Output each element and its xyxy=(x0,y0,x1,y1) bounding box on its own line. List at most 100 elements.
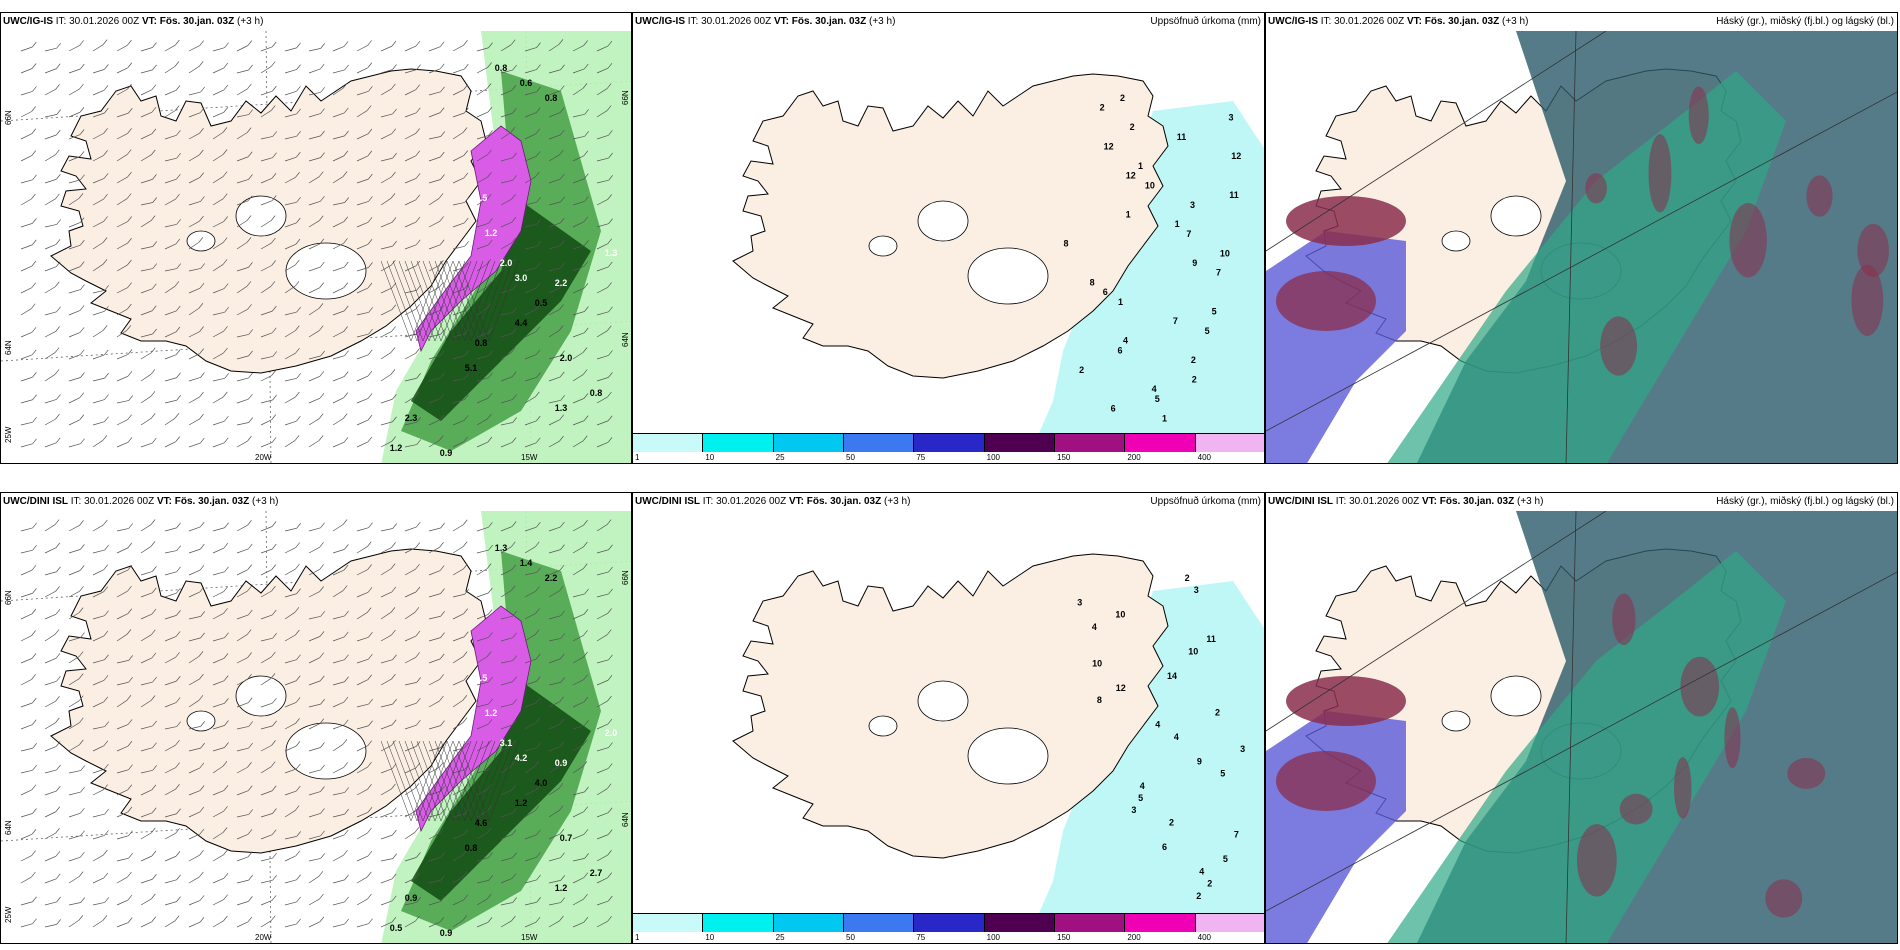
wind-barb xyxy=(344,610,349,617)
wind-barb xyxy=(104,808,109,815)
wind-barb xyxy=(44,746,57,752)
wind-barb xyxy=(404,611,416,620)
colorbar-cell xyxy=(773,914,844,932)
wind-barb xyxy=(92,701,104,708)
wind-barb xyxy=(188,637,201,642)
wind-barb xyxy=(572,440,584,448)
wind-barb xyxy=(356,441,369,448)
wind-barb xyxy=(284,222,297,228)
wind-barb xyxy=(391,673,396,680)
hatch-line xyxy=(398,260,430,342)
wind-barb xyxy=(92,289,105,294)
wind-barb xyxy=(140,878,153,884)
wind-barb xyxy=(439,216,444,222)
wind-barb xyxy=(548,569,561,576)
wind-barb xyxy=(572,898,584,906)
cloud-overlap-area xyxy=(1729,202,1767,278)
wind-barb xyxy=(284,855,296,862)
wind-barb xyxy=(176,874,181,881)
wind-barb xyxy=(20,91,33,96)
wind-barb xyxy=(404,444,417,448)
wind-barb xyxy=(343,150,349,157)
wind-barb xyxy=(92,44,104,52)
wind-barb xyxy=(464,241,469,247)
wind-barb xyxy=(127,128,132,134)
wind-barb xyxy=(270,61,276,67)
wind-barb xyxy=(212,264,224,272)
wind-barb xyxy=(284,156,297,162)
wind-barb xyxy=(392,108,397,115)
wind-barb xyxy=(212,899,224,906)
wind-barb xyxy=(68,45,80,52)
wind-barb xyxy=(176,587,181,594)
wind-barb xyxy=(332,636,345,642)
wind-barb xyxy=(126,149,132,155)
precip-value-label: 2 xyxy=(1120,93,1125,103)
wind-barb xyxy=(332,287,344,294)
wind-barb xyxy=(536,521,541,528)
wind-barb xyxy=(164,657,176,664)
wind-barb xyxy=(596,199,608,206)
wind-barb xyxy=(80,632,85,638)
wind-barb xyxy=(140,396,152,404)
wind-barb xyxy=(415,84,421,90)
wind-speed-label: 0.9 xyxy=(440,448,453,458)
wind-barb xyxy=(236,200,249,206)
wind-barb xyxy=(55,828,60,834)
wind-barb xyxy=(584,131,589,137)
wind-barb xyxy=(320,350,325,357)
wind-barb xyxy=(44,680,57,686)
wind-barb xyxy=(284,286,296,294)
wind-barb xyxy=(199,172,205,178)
wind-barb xyxy=(332,397,344,404)
wind-barb xyxy=(572,332,585,338)
wind-barb xyxy=(584,196,589,202)
wind-barb xyxy=(236,814,249,818)
wind-barb xyxy=(68,812,81,818)
wind-barb xyxy=(500,198,512,206)
wind-barb xyxy=(404,724,417,730)
wind-barb xyxy=(535,326,541,333)
precip-area xyxy=(1033,101,1264,447)
wind-barb xyxy=(391,783,396,790)
wind-barb xyxy=(55,84,60,90)
wind-barb xyxy=(32,522,37,529)
wind-barb xyxy=(200,372,205,378)
wind-barb xyxy=(536,86,541,93)
wind-speed-label: 1.2 xyxy=(485,708,498,718)
wind-barb xyxy=(596,110,608,118)
wind-barb xyxy=(284,768,297,774)
precip-value-label: 3 xyxy=(1190,200,1195,210)
wind-barb xyxy=(582,347,588,353)
wind-barb xyxy=(368,262,373,268)
wind-barb xyxy=(55,850,61,857)
colorbar-label: 100 xyxy=(986,933,1001,942)
wind-speed-label: 0.8 xyxy=(590,388,603,398)
wind-barb xyxy=(463,84,469,90)
wind-barb xyxy=(127,894,133,901)
wind-barb xyxy=(462,915,468,921)
wind-barb xyxy=(79,520,84,526)
colorbar-label: 50 xyxy=(846,453,855,462)
wind-barb xyxy=(367,217,373,223)
wind-barb xyxy=(295,347,300,354)
wind-barb xyxy=(476,176,488,184)
hatch-line xyxy=(416,260,448,342)
wind-barb xyxy=(584,306,589,312)
lat-label: 66N xyxy=(4,110,13,125)
wind-barb xyxy=(271,173,277,179)
wind-barb xyxy=(260,813,273,818)
wind-barb xyxy=(308,615,321,620)
wind-barb xyxy=(463,631,469,637)
wind-barb xyxy=(415,652,420,658)
lat-gridline xyxy=(1266,511,1607,732)
wind-barb xyxy=(512,284,517,290)
wind-barb xyxy=(151,850,157,857)
wind-barb xyxy=(452,722,464,730)
precip-value-label: 5 xyxy=(1205,326,1210,336)
wind-barb xyxy=(236,267,249,272)
wind-barb xyxy=(390,369,396,375)
wind-barb xyxy=(68,525,80,532)
wind-barb xyxy=(404,265,417,272)
